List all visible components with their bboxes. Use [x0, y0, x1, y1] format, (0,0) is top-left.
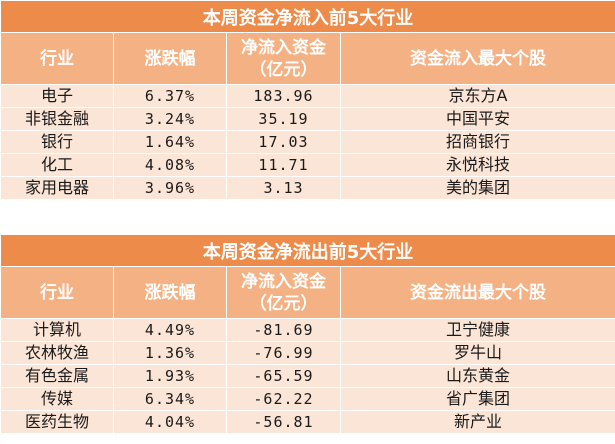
industry-cell: 电子	[0, 84, 114, 108]
table-row: 化工 4.08% 11.71 永悦科技	[0, 153, 615, 177]
change-cell: 1.36%	[113, 341, 227, 365]
change-cell: 3.96%	[113, 176, 227, 200]
table-row: 银行 1.64% 17.03 招商银行	[0, 130, 615, 154]
stock-cell: 省广集团	[339, 387, 615, 411]
amount-cell: -81.69	[226, 318, 341, 342]
industry-cell: 传媒	[0, 387, 114, 411]
amount-cell: 17.03	[226, 130, 341, 154]
table-row: 有色金属 1.93% -65.59 山东黄金	[0, 364, 615, 388]
change-cell: 4.04%	[113, 410, 227, 434]
stock-cell: 永悦科技	[339, 153, 615, 177]
amount-cell: -56.81	[226, 410, 341, 434]
table-gap	[0, 218, 615, 234]
table-row: 电子 6.37% 183.96 京东方A	[0, 84, 615, 108]
stock-cell: 美的集团	[339, 176, 615, 200]
change-cell: 3.24%	[113, 107, 227, 131]
header-change: 涨跌幅	[113, 32, 227, 85]
amount-cell: 183.96	[226, 84, 341, 108]
header-net-inflow: 净流入资金 （亿元）	[226, 266, 341, 319]
amount-cell: 11.71	[226, 153, 341, 177]
outflow-table: 本周资金净流出前5大行业 行业 涨跌幅 净流入资金 （亿元） 资金流出最大个股 …	[0, 234, 615, 434]
industry-cell: 化工	[0, 153, 114, 177]
amount-cell: -62.22	[226, 387, 341, 411]
table-title-row: 本周资金净流出前5大行业	[0, 234, 615, 267]
industry-cell: 计算机	[0, 318, 114, 342]
table-row: 传媒 6.34% -62.22 省广集团	[0, 387, 615, 411]
change-cell: 6.34%	[113, 387, 227, 411]
header-top-stock: 资金流出最大个股	[339, 266, 615, 319]
stock-cell: 山东黄金	[339, 364, 615, 388]
industry-cell: 医药生物	[0, 410, 114, 434]
header-net-inflow: 净流入资金 （亿元）	[226, 32, 341, 85]
amount-cell: -65.59	[226, 364, 341, 388]
header-top-stock: 资金流入最大个股	[339, 32, 615, 85]
change-cell: 4.08%	[113, 153, 227, 177]
header-industry: 行业	[0, 266, 114, 319]
stock-cell: 罗牛山	[339, 341, 615, 365]
inflow-title: 本周资金净流入前5大行业	[0, 0, 615, 33]
header-industry: 行业	[0, 32, 114, 85]
industry-cell: 有色金属	[0, 364, 114, 388]
header-change: 涨跌幅	[113, 266, 227, 319]
amount-cell: 3.13	[226, 176, 341, 200]
table-row: 计算机 4.49% -81.69 卫宁健康	[0, 318, 615, 342]
change-cell: 6.37%	[113, 84, 227, 108]
stock-cell: 招商银行	[339, 130, 615, 154]
inflow-table: 本周资金净流入前5大行业 行业 涨跌幅 净流入资金 （亿元） 资金流入最大个股 …	[0, 0, 615, 200]
outflow-title: 本周资金净流出前5大行业	[0, 234, 615, 267]
change-cell: 1.64%	[113, 130, 227, 154]
table-title-row: 本周资金净流入前5大行业	[0, 0, 615, 33]
stock-cell: 中国平安	[339, 107, 615, 131]
amount-cell: -76.99	[226, 341, 341, 365]
stock-cell: 京东方A	[339, 84, 615, 108]
table-row: 医药生物 4.04% -56.81 新产业	[0, 410, 615, 434]
industry-cell: 家用电器	[0, 176, 114, 200]
table-row: 非银金融 3.24% 35.19 中国平安	[0, 107, 615, 131]
change-cell: 1.93%	[113, 364, 227, 388]
table-row: 家用电器 3.96% 3.13 美的集团	[0, 176, 615, 200]
industry-cell: 非银金融	[0, 107, 114, 131]
industry-cell: 银行	[0, 130, 114, 154]
header-row: 行业 涨跌幅 净流入资金 （亿元） 资金流入最大个股	[0, 32, 615, 85]
table-row: 农林牧渔 1.36% -76.99 罗牛山	[0, 341, 615, 365]
amount-cell: 35.19	[226, 107, 341, 131]
industry-cell: 农林牧渔	[0, 341, 114, 365]
stock-cell: 新产业	[339, 410, 615, 434]
stock-cell: 卫宁健康	[339, 318, 615, 342]
change-cell: 4.49%	[113, 318, 227, 342]
header-row: 行业 涨跌幅 净流入资金 （亿元） 资金流出最大个股	[0, 266, 615, 319]
